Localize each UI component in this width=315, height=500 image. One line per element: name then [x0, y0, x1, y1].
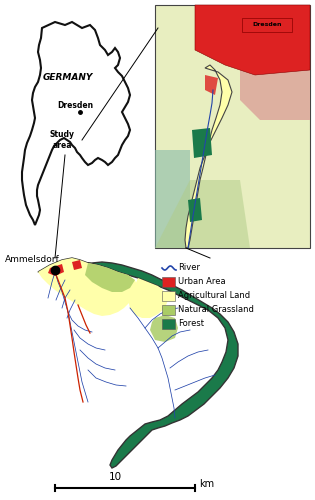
Text: GERMANY: GERMANY: [43, 74, 93, 82]
Polygon shape: [240, 5, 310, 120]
Polygon shape: [205, 75, 218, 95]
Polygon shape: [22, 22, 130, 225]
Text: 10: 10: [108, 472, 122, 482]
Text: Natural Grassland: Natural Grassland: [178, 306, 254, 314]
Polygon shape: [128, 278, 168, 318]
Text: Dresden: Dresden: [57, 100, 93, 110]
Polygon shape: [192, 128, 212, 158]
Text: Study
area: Study area: [49, 130, 75, 150]
Bar: [242, 18, 292, 32]
Bar: [162, 277, 175, 287]
Text: km: km: [199, 479, 214, 489]
Bar: [162, 305, 175, 315]
Polygon shape: [85, 263, 135, 292]
Polygon shape: [185, 65, 232, 248]
Bar: [155, 5, 310, 248]
Bar: [162, 291, 175, 301]
Text: Ammelsdorf: Ammelsdorf: [5, 256, 60, 264]
Text: River: River: [178, 264, 200, 272]
Polygon shape: [188, 198, 202, 222]
Polygon shape: [38, 258, 238, 468]
Polygon shape: [72, 260, 82, 270]
Text: Dresden: Dresden: [252, 22, 282, 28]
Text: Agricultural Land: Agricultural Land: [178, 292, 250, 300]
Polygon shape: [195, 5, 310, 75]
Polygon shape: [38, 258, 138, 316]
Text: Forest: Forest: [178, 320, 204, 328]
Polygon shape: [155, 180, 250, 248]
Text: Urban Area: Urban Area: [178, 278, 226, 286]
Bar: [162, 319, 175, 329]
Polygon shape: [150, 315, 178, 342]
Polygon shape: [48, 264, 64, 276]
Polygon shape: [155, 150, 190, 248]
